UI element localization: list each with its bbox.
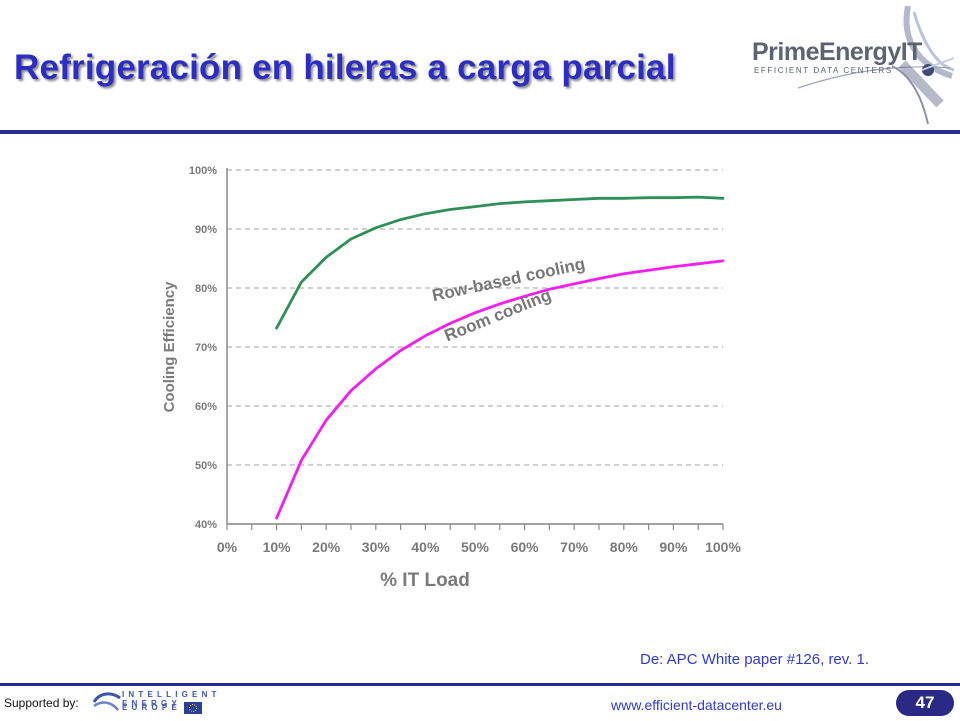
x-tick-label: 100% <box>705 539 741 555</box>
row-based-cooling-line <box>275 195 725 330</box>
x-tick-label: 50% <box>461 539 490 555</box>
y-tick-label: 100% <box>189 165 217 177</box>
x-tick-label: 80% <box>610 539 639 555</box>
y-tick-label: 70% <box>195 342 217 354</box>
primeenergyit-logo: PrimeEnergyIT EFFICIENT DATA CENTERS <box>742 5 955 128</box>
x-tick-label: 10% <box>263 539 292 555</box>
logo-swoosh-graphic <box>797 5 955 125</box>
logo-tagline: EFFICIENT DATA CENTERS <box>754 66 893 75</box>
x-axis-title: % IT Load <box>380 570 470 591</box>
supported-by-label: Supported by: <box>4 696 79 710</box>
x-tick-label: 0% <box>217 539 238 555</box>
page-number-badge: 47 <box>896 690 954 716</box>
logo-wordmark: PrimeEnergyIT <box>752 38 922 66</box>
y-axis-title: Cooling Efficiency <box>161 281 178 413</box>
row-based-cooling-label: Row-based cooling <box>430 254 586 305</box>
y-tick-label: 40% <box>195 519 217 531</box>
y-tick-label: 80% <box>195 283 217 295</box>
x-tick-label: 30% <box>362 539 391 555</box>
y-tick-label: 50% <box>195 460 217 472</box>
iee-line1: INTELLIGENT ENERGY <box>122 690 221 708</box>
y-tick-label: 60% <box>195 401 217 413</box>
x-tick-label: 40% <box>411 539 440 555</box>
x-tick-label: 90% <box>659 539 688 555</box>
y-tick-label: 90% <box>195 224 217 236</box>
x-tick-label: 70% <box>560 539 589 555</box>
footer-divider <box>0 683 960 686</box>
website-link[interactable]: www.efficient-datacenter.eu <box>611 697 782 713</box>
iee-swirl-icon <box>92 692 121 711</box>
x-tick-label: 20% <box>312 539 341 555</box>
eu-flag-icon <box>184 702 202 714</box>
header-divider <box>0 130 960 134</box>
x-tick-label: 60% <box>511 539 540 555</box>
source-citation: De: APC White paper #126, rev. 1. <box>640 651 870 668</box>
slide-title: Refrigeración en hileras a carga parcial <box>14 48 676 87</box>
cooling-efficiency-chart: 40% 50% 60% 70% 80% 90% 100% 0% 10% 20% 30% 40% 50% 6… <box>161 165 741 591</box>
iee-line2: EUROPE <box>122 703 181 712</box>
room-cooling-line <box>275 259 725 520</box>
intelligent-energy-europe-logo: INTELLIGENT ENERGY EUROPE <box>92 688 262 716</box>
